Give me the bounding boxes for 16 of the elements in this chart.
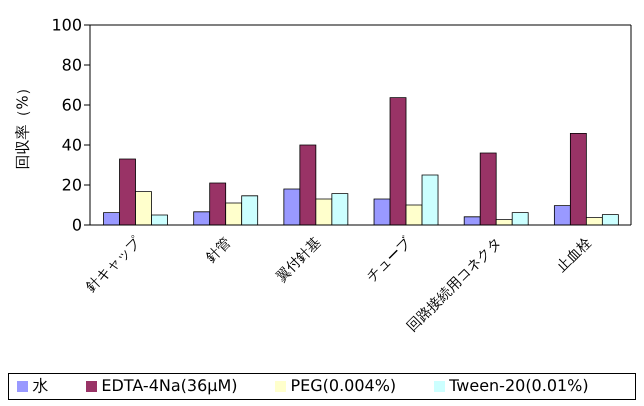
x-tick-label: 翼付針基 [273,234,324,286]
legend-label: Tween-20(0.01%) [449,376,589,395]
x-tick-label: 止血栓 [554,234,595,276]
x-tick-label: チューブ [364,234,416,286]
y-tick-label: 0 [72,216,82,235]
y-tick-label: 60 [62,96,82,115]
y-tick-label: 80 [62,56,82,75]
x-tick-label: 針管 [202,234,234,266]
x-tick-label: 針キャップ [83,234,145,296]
y-tick-label: 100 [51,16,82,35]
legend-label: 水 [32,376,48,395]
y-tick-label: 20 [62,176,82,195]
y-tick-label: 40 [62,136,82,155]
legend-label: PEG(0.004%) [290,376,396,395]
legend-label: EDTA-4Na(36μM) [101,376,238,395]
y-axis-title: 回収率（%） [13,80,32,170]
